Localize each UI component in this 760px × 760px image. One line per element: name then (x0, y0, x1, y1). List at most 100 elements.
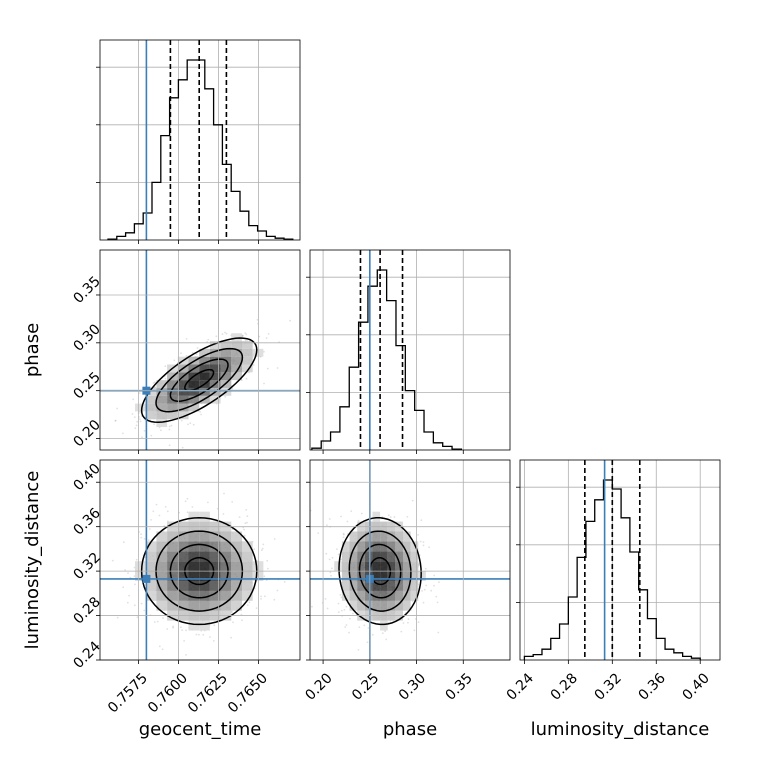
scatter-point (114, 419, 117, 422)
x-tick-label: 0.28 (548, 670, 581, 703)
density-cell (167, 531, 178, 542)
density-cell (177, 403, 189, 412)
scatter-point (349, 617, 351, 620)
y-axis-label-luminosity-distance: luminosity_distance (22, 471, 43, 650)
scatter-point (311, 605, 313, 608)
scatter-point (180, 352, 182, 355)
density-cell (199, 348, 210, 357)
density-cell (209, 372, 221, 381)
density-cell (231, 600, 242, 611)
scatter-point (160, 429, 162, 432)
scatter-point (122, 586, 125, 589)
scatter-point (326, 607, 329, 610)
density-cell (177, 411, 189, 420)
density-cell (199, 561, 210, 572)
scatter-point (344, 626, 347, 628)
density-cell (241, 581, 253, 591)
scatter-point (345, 605, 348, 608)
truth-marker (142, 574, 151, 583)
density-cell (167, 541, 178, 552)
scatter-point (337, 611, 340, 613)
joint-panel-phase-luminosity-distance: 0.20 0.25 0.30 0.35 (302, 459, 511, 704)
density-cell (199, 590, 210, 601)
histogram-geocent-time (107, 59, 294, 240)
density-cell (357, 551, 365, 562)
density-cell (231, 551, 242, 562)
scatter-point (337, 602, 340, 605)
scatter-point (230, 636, 233, 639)
scatter-point (152, 510, 155, 513)
density-cell (387, 561, 396, 572)
density-cell (341, 571, 350, 582)
scatter-point (231, 501, 234, 503)
density-cell (231, 541, 242, 552)
density-cell (380, 561, 388, 572)
scatter-point (366, 641, 369, 644)
density-cell (241, 590, 253, 601)
scatter-point (133, 451, 135, 453)
density-cell (380, 581, 388, 591)
density-cell (145, 395, 157, 404)
scatter-point (437, 631, 440, 634)
scatter-point (168, 425, 171, 428)
scatter-point (184, 500, 187, 503)
density-cell (135, 561, 146, 572)
density-cell (167, 600, 178, 611)
density-cell (220, 571, 232, 582)
density-cell (199, 541, 210, 552)
scatter-point (244, 332, 247, 334)
density-cell (395, 541, 404, 552)
density-cell (341, 551, 350, 562)
scatter-point (357, 649, 360, 651)
scatter-point (276, 367, 279, 369)
scatter-point (180, 626, 182, 629)
density-cell (209, 341, 221, 349)
density-cell (220, 364, 232, 373)
density-cell (334, 561, 342, 572)
density-cell (188, 531, 200, 542)
density-cell (395, 590, 404, 601)
scatter-point (131, 413, 134, 415)
scatter-point (348, 631, 350, 634)
scatter-point (241, 334, 244, 337)
scatter-point (166, 510, 169, 513)
density-cell (188, 581, 200, 591)
scatter-point (215, 335, 218, 338)
density-cell (372, 511, 381, 522)
density-cell (188, 511, 200, 522)
density-cell (209, 551, 221, 562)
x-tick-label: 0.24 (504, 670, 537, 703)
density-cell (380, 551, 388, 562)
density-cell (156, 541, 168, 552)
density-cell (241, 571, 253, 582)
density-cell (364, 541, 373, 552)
density-cell (364, 551, 373, 562)
density-cell (410, 541, 419, 552)
density-cell (395, 531, 404, 542)
density-cell (231, 341, 242, 349)
density-cell (403, 600, 411, 611)
scatter-point (98, 415, 100, 417)
density-cell (177, 581, 189, 591)
y-tick-label: 0.32 (70, 550, 103, 583)
scatter-point (263, 575, 266, 578)
density-cell (188, 380, 200, 388)
density-cell (387, 600, 396, 611)
density-cell (220, 372, 232, 381)
density-cell (349, 551, 358, 562)
contour-line (169, 358, 229, 402)
density-cell (156, 419, 168, 428)
density-cell (380, 531, 388, 542)
scatter-point (191, 506, 194, 508)
scatter-point (124, 569, 126, 571)
y-tick-label: 0.40 (70, 461, 103, 494)
scatter-point (331, 556, 334, 559)
scatter-point (345, 624, 348, 626)
density-cell (156, 561, 168, 572)
panel-frame (309, 459, 511, 661)
density-cell (231, 561, 242, 572)
density-cell (167, 561, 178, 572)
scatter-point (132, 398, 135, 401)
density-cell (380, 620, 388, 631)
x-axis-label-luminosity-distance: luminosity_distance (531, 719, 710, 740)
